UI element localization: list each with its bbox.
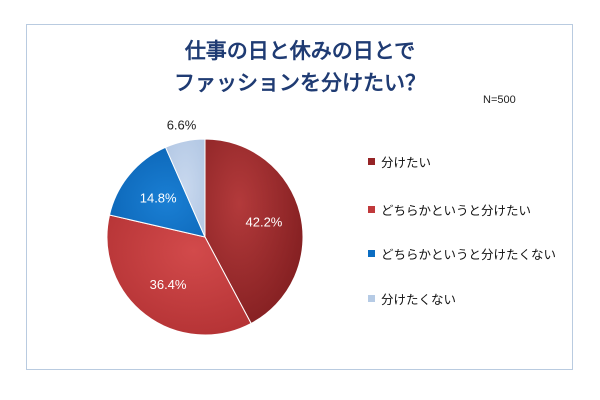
legend-swatch — [368, 206, 375, 213]
legend-item-waketakunai: 分けたくない — [368, 289, 456, 308]
chart-title-line-2: ファッションを分けたい？ — [174, 71, 426, 95]
legend-label: 分けたくない — [381, 292, 457, 307]
legend-label: 分けたい — [381, 155, 432, 170]
chart-title-line-1: 仕事の日と休みの日とで — [184, 39, 416, 63]
legend-swatch — [368, 250, 375, 257]
sample-size: N=500 — [483, 94, 516, 106]
pie-slice-dochiraka-wakeitai — [106, 214, 252, 336]
legend-swatch — [368, 295, 375, 302]
slice-label-wakeitai: 42.2% — [246, 214, 283, 229]
pie-slice-waketakunai — [164, 138, 206, 238]
legend-item-wakeitai: 分けたい — [368, 152, 431, 171]
pie-slice-dochiraka-waketakunai — [108, 146, 206, 238]
legend-item-dochiraka-wakeitai: どちらかというと分けたい — [368, 200, 531, 219]
legend-item-dochiraka-waketakunai: どちらかというと分けたくない — [368, 244, 556, 263]
slice-label-waketakunai: 6.6% — [167, 117, 197, 132]
chart-title: 仕事の日と休みの日とで ファッションを分けたい？ — [0, 35, 600, 99]
slice-label-dochiraka-wakeitai: 36.4% — [150, 277, 187, 292]
legend-label: どちらかというと分けたくない — [381, 247, 557, 262]
pie-slice-wakeitai — [204, 138, 304, 325]
legend-label: どちらかというと分けたい — [381, 203, 532, 218]
legend-swatch — [368, 158, 375, 165]
slice-label-dochiraka-waketakunai: 14.8% — [140, 190, 177, 205]
